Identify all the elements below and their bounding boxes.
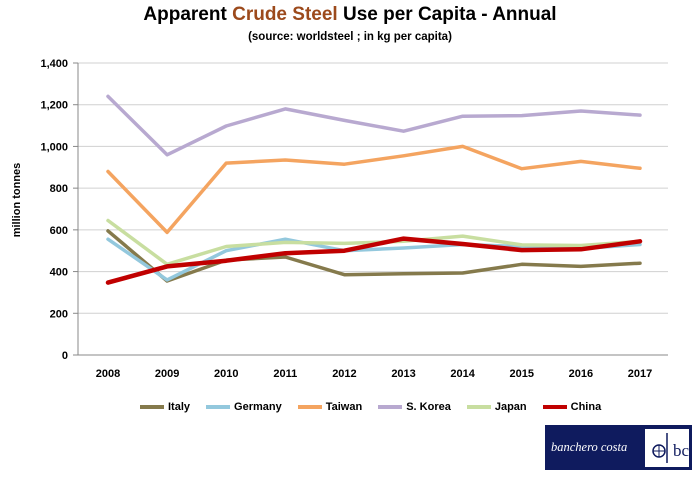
legend-label: Japan (494, 401, 527, 413)
y-tick-label: 1,400 (40, 58, 68, 70)
legend-swatch (466, 405, 491, 409)
legend-swatch (140, 405, 164, 409)
x-tick-label: 2014 (450, 368, 475, 380)
chart-title: Apparent Crude Steel Use per Capita - An… (0, 4, 700, 26)
chart-subtitle: (source: worldsteel ; in kg per capita) (248, 31, 452, 43)
y-tick-label: 200 (50, 308, 68, 320)
legend-item: Taiwan (297, 401, 363, 413)
title-part-2: Use per Capita - Annual (337, 4, 557, 25)
series-line-japan (106, 218, 642, 267)
y-tick-label: 800 (50, 183, 68, 195)
legend-swatch (297, 405, 322, 409)
x-tick-label: 2011 (273, 368, 297, 380)
x-tick-label: 2015 (510, 368, 534, 380)
series-line-s-korea (106, 94, 642, 157)
x-tick-labels: 2008 2009 2010 2011 2012 2013 2014 2015 2016 2017 (96, 368, 652, 380)
y-tick-label: 1,000 (40, 141, 68, 153)
legend-label: Italy (168, 401, 191, 413)
x-tick-label: 2012 (332, 368, 356, 380)
chart-legend: Italy Germany Taiwan S. Korea Japan China (140, 398, 617, 416)
legend-label: Germany (234, 401, 282, 413)
series-line-taiwan (106, 144, 642, 235)
y-axis-label: million tonnes (11, 163, 23, 238)
legend-label: China (570, 401, 602, 413)
x-tick-label: 2009 (155, 368, 179, 380)
series-line-china (105, 236, 643, 285)
y-tick-label: 0 (62, 350, 68, 362)
x-tick-label: 2008 (96, 368, 120, 380)
y-tick-label: 400 (50, 267, 68, 279)
x-tick-label: 2010 (214, 368, 238, 380)
legend-item: Japan (466, 401, 527, 413)
logo-text: banchero costa (551, 440, 628, 454)
title-accent: Crude Steel (232, 4, 338, 25)
logo-mark-text: bc (673, 441, 689, 460)
legend-item: S. Korea (378, 401, 451, 413)
series-line-italy (106, 229, 642, 283)
x-tick-label: 2016 (569, 368, 593, 380)
legend-swatch (378, 405, 403, 409)
gridlines (78, 62, 668, 314)
title-part-1: Apparent (143, 4, 233, 25)
y-tick-label: 1,200 (40, 100, 68, 112)
axes (73, 62, 668, 356)
legend-label: S. Korea (406, 401, 451, 413)
legend-label: Taiwan (325, 401, 363, 413)
y-tick-labels: 0 200 400 600 800 1,000 1,200 1,400 (40, 58, 68, 362)
legend-swatch (206, 405, 231, 409)
series-lines (105, 94, 643, 285)
company-logo: banchero costa bc (545, 425, 692, 470)
line-chart: 0 200 400 600 800 1,000 1,200 1,400 2008 2009 201… (11, 58, 668, 380)
legend-swatch (542, 405, 567, 409)
legend-item: Italy (140, 401, 190, 413)
y-tick-label: 600 (50, 225, 68, 237)
legend-item: Germany (206, 401, 282, 413)
logo-mark-icon: bc (645, 428, 689, 467)
x-tick-label: 2017 (628, 368, 652, 380)
x-tick-label: 2013 (391, 368, 415, 380)
legend-item: China (542, 401, 602, 413)
